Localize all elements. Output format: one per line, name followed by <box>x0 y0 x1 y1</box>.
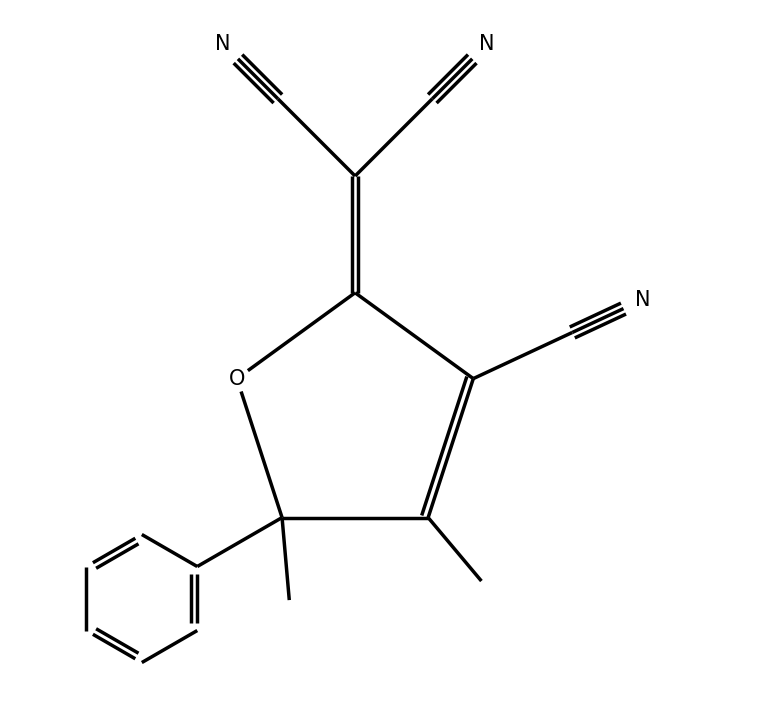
Text: O: O <box>229 369 245 388</box>
Text: N: N <box>479 34 495 54</box>
Text: N: N <box>216 34 231 54</box>
Text: N: N <box>635 289 650 310</box>
